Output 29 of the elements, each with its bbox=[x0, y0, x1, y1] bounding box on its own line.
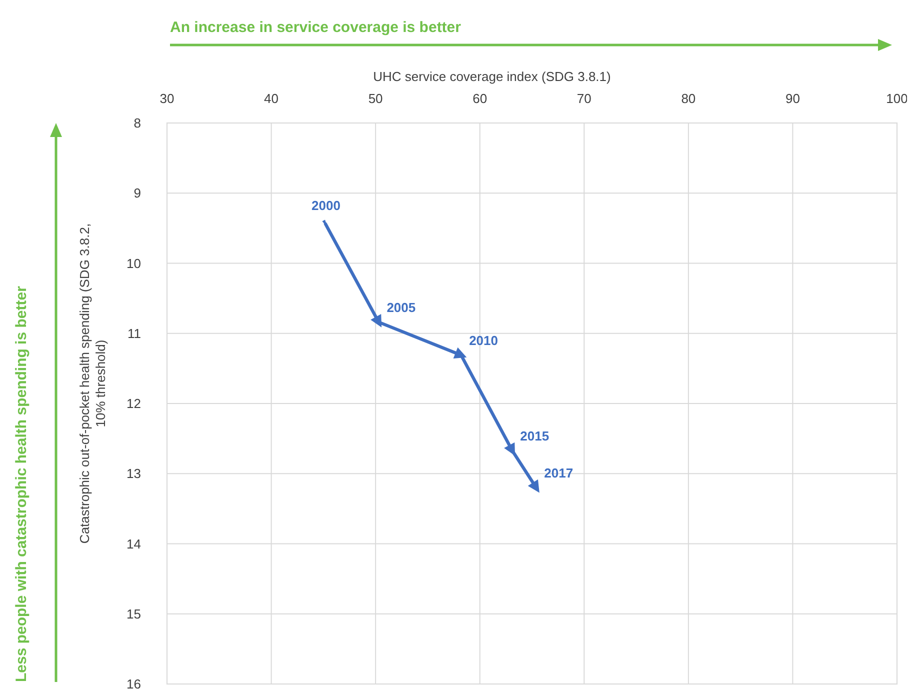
y-tick-label: 16 bbox=[126, 676, 141, 692]
y-tick-label: 9 bbox=[134, 186, 141, 201]
point bbox=[504, 442, 516, 456]
annotation: 2005 bbox=[386, 300, 416, 316]
text: Less people with catastrophic health spending is better bbox=[13, 286, 30, 682]
x-tick-label: 70 bbox=[576, 91, 592, 106]
annotation: 2015 bbox=[520, 428, 550, 444]
x-axis-title: UHC service coverage index (SDG 3.8.1) bbox=[373, 69, 611, 84]
x-tick-label: 50 bbox=[368, 91, 383, 106]
point bbox=[528, 479, 540, 493]
y-tick-label: 10 bbox=[126, 256, 141, 271]
annotation: 2017 bbox=[544, 466, 574, 481]
x-tick-label: 30 bbox=[160, 91, 174, 106]
annotation: 2000 bbox=[312, 198, 340, 213]
y-axis-title: Catastrophic out-of-pocket health spending (SDG 3.8.2, 10% threshold) bbox=[77, 223, 108, 544]
point bbox=[370, 314, 382, 328]
y-tick-label: 12 bbox=[126, 396, 141, 411]
x-tick-label: 100 bbox=[886, 91, 908, 106]
x-tick-label: 60 bbox=[472, 91, 488, 106]
annotation: 2010 bbox=[469, 333, 498, 348]
y-tick-label: 15 bbox=[126, 606, 141, 622]
text: An increase in service coverage is better bbox=[170, 19, 462, 36]
y-tick-label: 8 bbox=[134, 116, 141, 130]
y-tick-label: 13 bbox=[126, 466, 141, 482]
x-tick-label: 80 bbox=[681, 91, 696, 106]
y-tick-label: 11 bbox=[128, 326, 141, 341]
x-tick-label: 40 bbox=[264, 91, 279, 106]
x-tick-label: 90 bbox=[785, 91, 800, 106]
y-tick-label: 14 bbox=[126, 536, 141, 552]
